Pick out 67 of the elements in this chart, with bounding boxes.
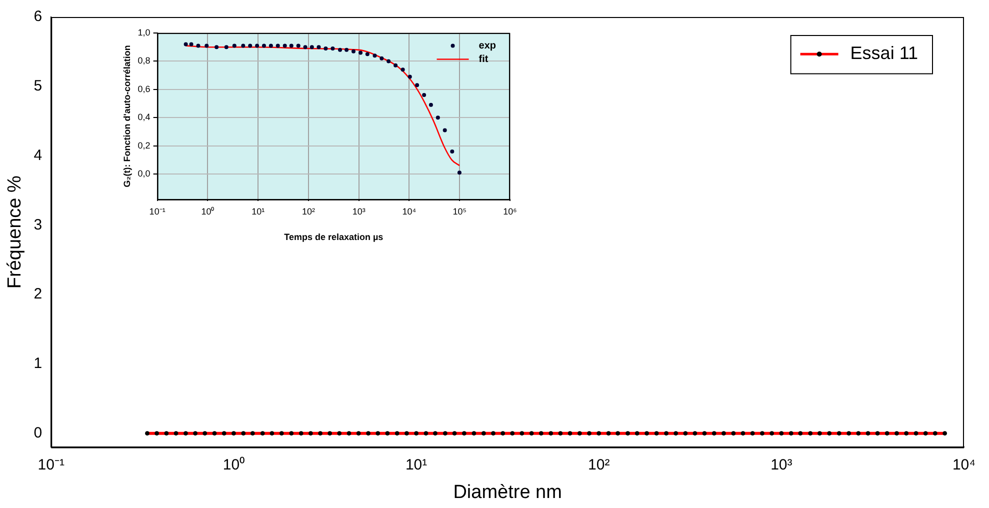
legend-label: Essai 11 [850, 43, 918, 64]
legend-label: exp [478, 40, 496, 52]
y-axis-title: Fréquence % [4, 175, 26, 289]
point [380, 56, 384, 60]
point [372, 54, 377, 58]
y-tick-label: 1,0 [138, 27, 150, 38]
x-tick-label: 10² [588, 456, 610, 474]
point [365, 52, 370, 56]
x-tick-label: 10² [302, 206, 315, 216]
y-tick-label: 4 [34, 146, 42, 164]
point [232, 44, 236, 48]
point [330, 46, 335, 51]
y-tick-label: 0,6 [138, 84, 150, 94]
point [408, 74, 412, 79]
point [255, 44, 260, 48]
point [303, 45, 308, 50]
x-tick-label: 10³ [770, 456, 792, 474]
y-tick-label: 1 [34, 355, 42, 372]
point [282, 44, 287, 48]
point [450, 149, 454, 154]
x-tick-label: 10⁴ [402, 206, 416, 216]
point [394, 63, 398, 68]
point [415, 83, 420, 88]
point [276, 44, 280, 48]
x-tick-label: 10⁻¹ [149, 206, 166, 216]
point [344, 48, 349, 52]
point [262, 44, 266, 48]
point [442, 128, 447, 132]
x-tick-label: 10³ [352, 206, 366, 216]
point [457, 170, 462, 175]
legend-label: fit [478, 54, 489, 65]
point [241, 44, 246, 48]
point [400, 68, 405, 72]
point [248, 44, 252, 48]
y-tick-label: 6 [34, 8, 42, 26]
point [268, 44, 273, 48]
y-axis-title: G₂(t): Fonction d'auto-corrélation [122, 45, 132, 188]
point [351, 49, 356, 54]
y-tick-label: 5 [34, 78, 42, 95]
x-tick-label: 10⁰ [201, 206, 214, 216]
point [436, 116, 440, 120]
x-axis-title: Diamètre nm [453, 482, 562, 503]
y-tick-label: 0,4 [138, 112, 150, 122]
x-tick-label: 10⁶ [503, 206, 518, 216]
x-tick-label: 10⁴ [952, 456, 976, 474]
point [289, 44, 294, 48]
point [358, 50, 363, 55]
y-tick-label: 3 [34, 216, 42, 234]
point [428, 102, 433, 107]
x-axis-title: Temps de relaxation µs [284, 232, 384, 242]
x-tick-label: 10¹ [405, 456, 428, 474]
x-tick-label: 10⁵ [452, 206, 467, 216]
y-tick-label: 0,0 [138, 168, 150, 178]
point [316, 45, 321, 50]
point [338, 48, 342, 52]
y-tick-label: 2 [34, 286, 42, 303]
x-tick-label: 10⁻¹ [38, 456, 64, 474]
point [422, 93, 426, 98]
y-tick-label: 0,2 [138, 140, 150, 150]
point [324, 46, 328, 51]
y-tick-label: 0 [34, 424, 42, 442]
x-tick-label: 10⁰ [222, 456, 245, 474]
point [310, 45, 314, 50]
x-tick-label: 10¹ [252, 206, 265, 216]
point [386, 59, 391, 64]
y-tick-label: 0,8 [138, 56, 150, 66]
point [296, 44, 300, 48]
